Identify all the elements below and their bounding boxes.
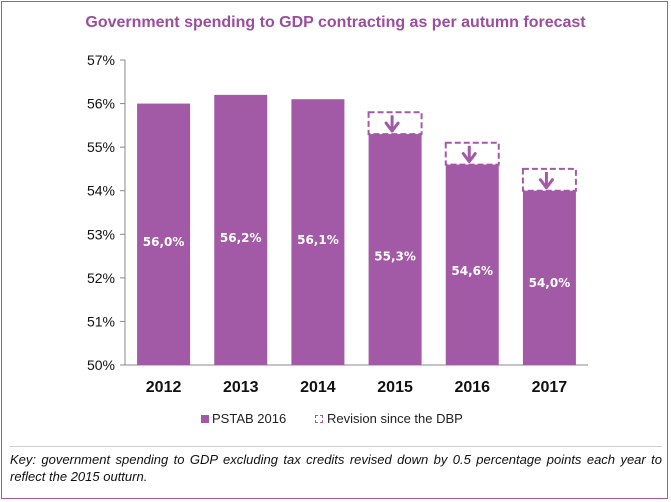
revision-arrow-head-2016 [461, 152, 477, 164]
y-tick-label: 57% [87, 52, 115, 68]
bar-2014 [291, 99, 345, 365]
key-box [9, 446, 662, 491]
legend-label-revision: Revision since the DBP [327, 411, 463, 426]
bar-2012 [137, 103, 191, 366]
y-tick-label: 52% [87, 270, 115, 286]
y-tick-label: 54% [87, 183, 115, 199]
revision-arrow-head-2017 [538, 178, 554, 190]
revision-box-2016 [444, 141, 500, 166]
bar-2015 [368, 134, 422, 365]
data-label-2016: 54,6% [451, 264, 493, 278]
legend-label-pstab: PSTAB 2016 [212, 411, 287, 426]
chart-title: Government spending to GDP contracting a… [85, 14, 586, 31]
y-tick-label: 55% [87, 139, 115, 155]
data-label-2015: 55,3% [374, 249, 416, 263]
revision-arrow-head-2015 [384, 121, 400, 133]
x-tick-label-2015: 2015 [377, 379, 413, 396]
data-label-2013: 56,2% [220, 231, 262, 245]
legend-item-pstab: PSTAB 2016 [201, 411, 286, 426]
x-tick-label-2016: 2016 [454, 379, 490, 396]
y-tick-label: 53% [87, 226, 115, 242]
y-tick-label: 56% [87, 96, 115, 112]
legend-swatch-revision [315, 414, 323, 423]
key-text: Key: government spending to GDP excludin… [10, 452, 662, 484]
bar-2017 [522, 190, 576, 365]
y-tick-label: 51% [87, 313, 115, 329]
legend: PSTAB 2016 Revision since the DBP [0, 411, 671, 429]
x-tick-label-2012: 2012 [146, 379, 182, 396]
revision-box-2017 [521, 167, 577, 192]
x-tick-label-2014: 2014 [300, 379, 336, 396]
legend-item-revision: Revision since the DBP [315, 411, 463, 426]
data-label-2014: 56,1% [297, 233, 339, 247]
x-tick-label-2017: 2017 [532, 379, 568, 396]
y-tick-label: 50% [87, 357, 115, 373]
revision-box-2015 [367, 111, 423, 136]
data-label-2017: 54,0% [529, 276, 571, 290]
bar-2016 [445, 164, 499, 365]
data-label-2012: 56,0% [143, 235, 185, 249]
bar-2013 [214, 94, 268, 365]
chart-plot: 50% 51% 52% 53% 54% 55% 56% 57% 56,0% 2012 56,2% 20… [87, 52, 588, 396]
legend-swatch-pstab [201, 414, 209, 423]
x-tick-label-2013: 2013 [223, 379, 259, 396]
